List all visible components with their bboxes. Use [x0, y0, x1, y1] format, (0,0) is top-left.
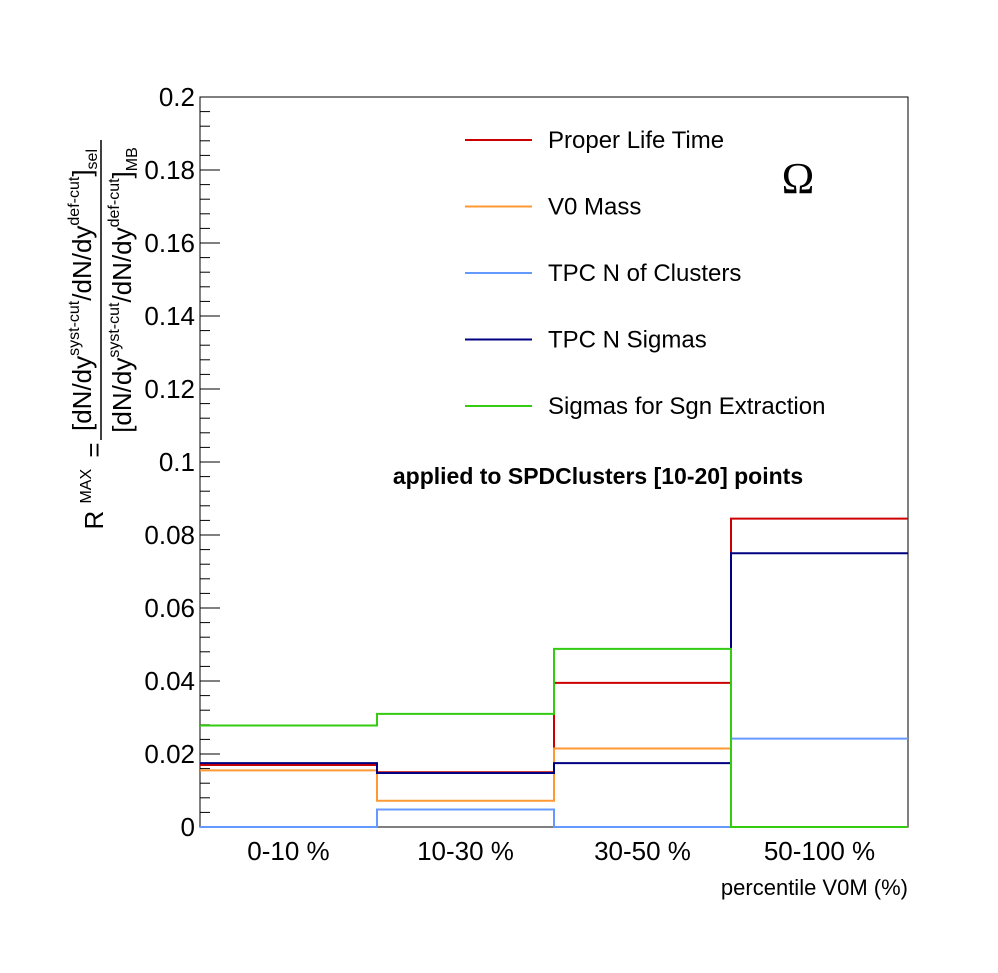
svg-text:[dN/dysyst-cut/dN/dydef-cut]MB: [dN/dysyst-cut/dN/dydef-cut]MB — [106, 147, 141, 433]
series-line-1 — [200, 517, 908, 774]
y-tick-label: 0.08 — [144, 520, 195, 550]
x-category-label: 0-10 % — [247, 836, 329, 866]
ylabel-den-close: ] — [107, 171, 137, 178]
ylabel-lhs-sup: MAX — [78, 469, 95, 504]
y-tick-label: 0.1 — [159, 447, 195, 477]
ylabel-den: [dN/dy — [107, 358, 137, 433]
legend-label: Sigmas for Sgn Extraction — [548, 393, 825, 420]
ylabel-num-sup2: def-cut — [66, 176, 83, 225]
ylabel-den-sup1: syst-cut — [106, 302, 123, 358]
legend: Proper Life Time V0 Mass TPC N of Clusters… — [465, 127, 825, 420]
y-tick-label: 0.04 — [144, 666, 195, 696]
legend-label: Proper Life Time — [548, 127, 724, 154]
series-group — [200, 517, 908, 828]
ylabel-lhs: R — [79, 511, 109, 530]
ylabel-num-sup1: syst-cut — [66, 300, 83, 356]
series-line-5 — [200, 647, 908, 828]
svg-text:[dN/dysyst-cut/dN/dydef-cut]se: [dN/dysyst-cut/dN/dydef-cut]sel — [66, 149, 101, 431]
ylabel-den-sub: MB — [124, 147, 141, 171]
y-tick-label: 0.12 — [144, 374, 195, 404]
particle-symbol: Ω — [782, 154, 815, 203]
legend-label: TPC N Sigmas — [548, 327, 707, 354]
ylabel-num-sub: sel — [84, 149, 101, 169]
legend-label: TPC N of Clusters — [548, 260, 741, 287]
y-tick-label: 0.16 — [144, 228, 195, 258]
ylabel-num-mid: /dN/dy — [67, 226, 97, 301]
ylabel-num-close: ] — [67, 169, 97, 176]
ylabel-den-mid: /dN/dy — [107, 227, 137, 302]
ylabel-den-sup2: def-cut — [106, 178, 123, 227]
legend-label: V0 Mass — [548, 194, 641, 221]
y-tick-label: 0.06 — [144, 593, 195, 623]
y-tick-label: 0.2 — [159, 82, 195, 112]
x-category-label: 30-50 % — [594, 836, 691, 866]
y-axis-ticks — [200, 96, 220, 828]
y-tick-label: 0.02 — [144, 739, 195, 769]
x-category-label: 10-30 % — [417, 836, 514, 866]
x-category-label: 50-100 % — [764, 836, 875, 866]
svg-text:R MAX =: R MAX = — [67, 442, 109, 529]
y-tick-label: 0.18 — [144, 155, 195, 185]
y-tick-label: 0 — [181, 812, 195, 842]
x-axis-category-labels: 0-10 % 10-30 % 30-50 % 50-100 % — [247, 836, 875, 866]
series-line-4 — [200, 552, 908, 774]
y-axis-title: R MAX = [dN/dysyst-cut/dN/dydef-cut]sel … — [66, 140, 141, 530]
x-axis-title: percentile V0M (%) — [721, 875, 908, 900]
y-tick-label: 0.14 — [144, 301, 195, 331]
annotation-text: applied to SPDClusters [10-20] points — [393, 463, 803, 489]
y-axis-tick-labels: 0 0.02 0.04 0.06 0.08 0.1 0.12 0.14 0.16 0.18 0.2 — [144, 82, 195, 842]
ylabel-num: [dN/dy — [67, 356, 97, 431]
ylabel-eq: = — [79, 442, 109, 457]
